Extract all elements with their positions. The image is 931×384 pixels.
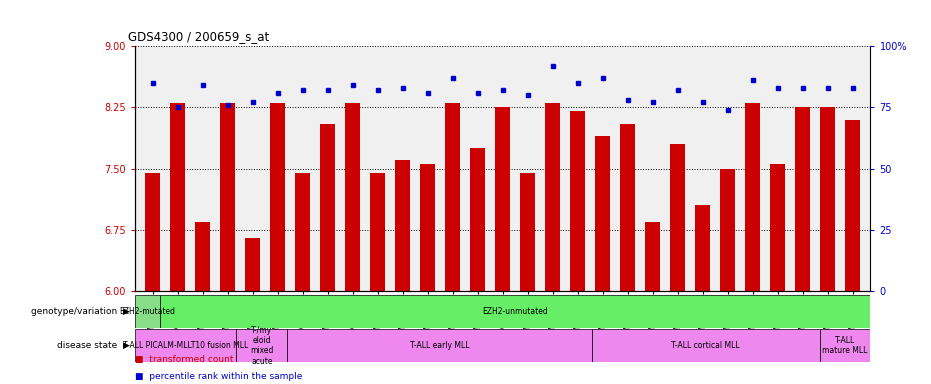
Text: EZH2-mutated: EZH2-mutated (120, 307, 176, 316)
Text: GDS4300 / 200659_s_at: GDS4300 / 200659_s_at (128, 30, 269, 43)
Bar (670, 144, 685, 291)
Bar (845, 119, 860, 291)
Bar (470, 148, 485, 291)
Bar (135, 295, 160, 328)
Bar (320, 124, 335, 291)
Text: EZH2-unmutated: EZH2-unmutated (482, 307, 548, 316)
Bar (820, 107, 835, 291)
Bar (395, 161, 411, 291)
Bar (721, 169, 735, 291)
Bar (371, 173, 385, 291)
Bar (295, 173, 310, 291)
Bar (591, 329, 820, 362)
Text: T-ALL PICALM-MLLT10 fusion MLL: T-ALL PICALM-MLLT10 fusion MLL (123, 341, 249, 350)
Text: genotype/variation  ▶: genotype/variation ▶ (32, 307, 130, 316)
Text: T-ALL early MLL: T-ALL early MLL (410, 341, 469, 350)
Bar (220, 103, 235, 291)
Text: ■  percentile rank within the sample: ■ percentile rank within the sample (135, 372, 303, 381)
Bar (595, 136, 611, 291)
Bar (645, 222, 660, 291)
Bar (746, 103, 761, 291)
Bar (245, 238, 260, 291)
Bar (571, 111, 586, 291)
Text: ■  transformed count: ■ transformed count (135, 355, 234, 364)
Text: T-/my
eloid
mixed
acute: T-/my eloid mixed acute (250, 326, 274, 366)
Bar (145, 173, 160, 291)
Bar (270, 103, 285, 291)
Text: T-ALL
mature MLL: T-ALL mature MLL (822, 336, 868, 356)
Bar (236, 329, 287, 362)
Bar (195, 222, 210, 291)
Bar (170, 103, 185, 291)
Bar (135, 329, 236, 362)
Bar (287, 329, 591, 362)
Text: disease state  ▶: disease state ▶ (58, 341, 130, 350)
Bar (495, 107, 510, 291)
Bar (795, 107, 811, 291)
Bar (345, 103, 360, 291)
Bar (620, 124, 635, 291)
Bar (546, 103, 560, 291)
Bar (420, 164, 435, 291)
Text: T-ALL cortical MLL: T-ALL cortical MLL (671, 341, 740, 350)
Bar (520, 173, 535, 291)
Bar (445, 103, 460, 291)
Bar (771, 164, 786, 291)
Bar (695, 205, 710, 291)
Bar (820, 329, 870, 362)
